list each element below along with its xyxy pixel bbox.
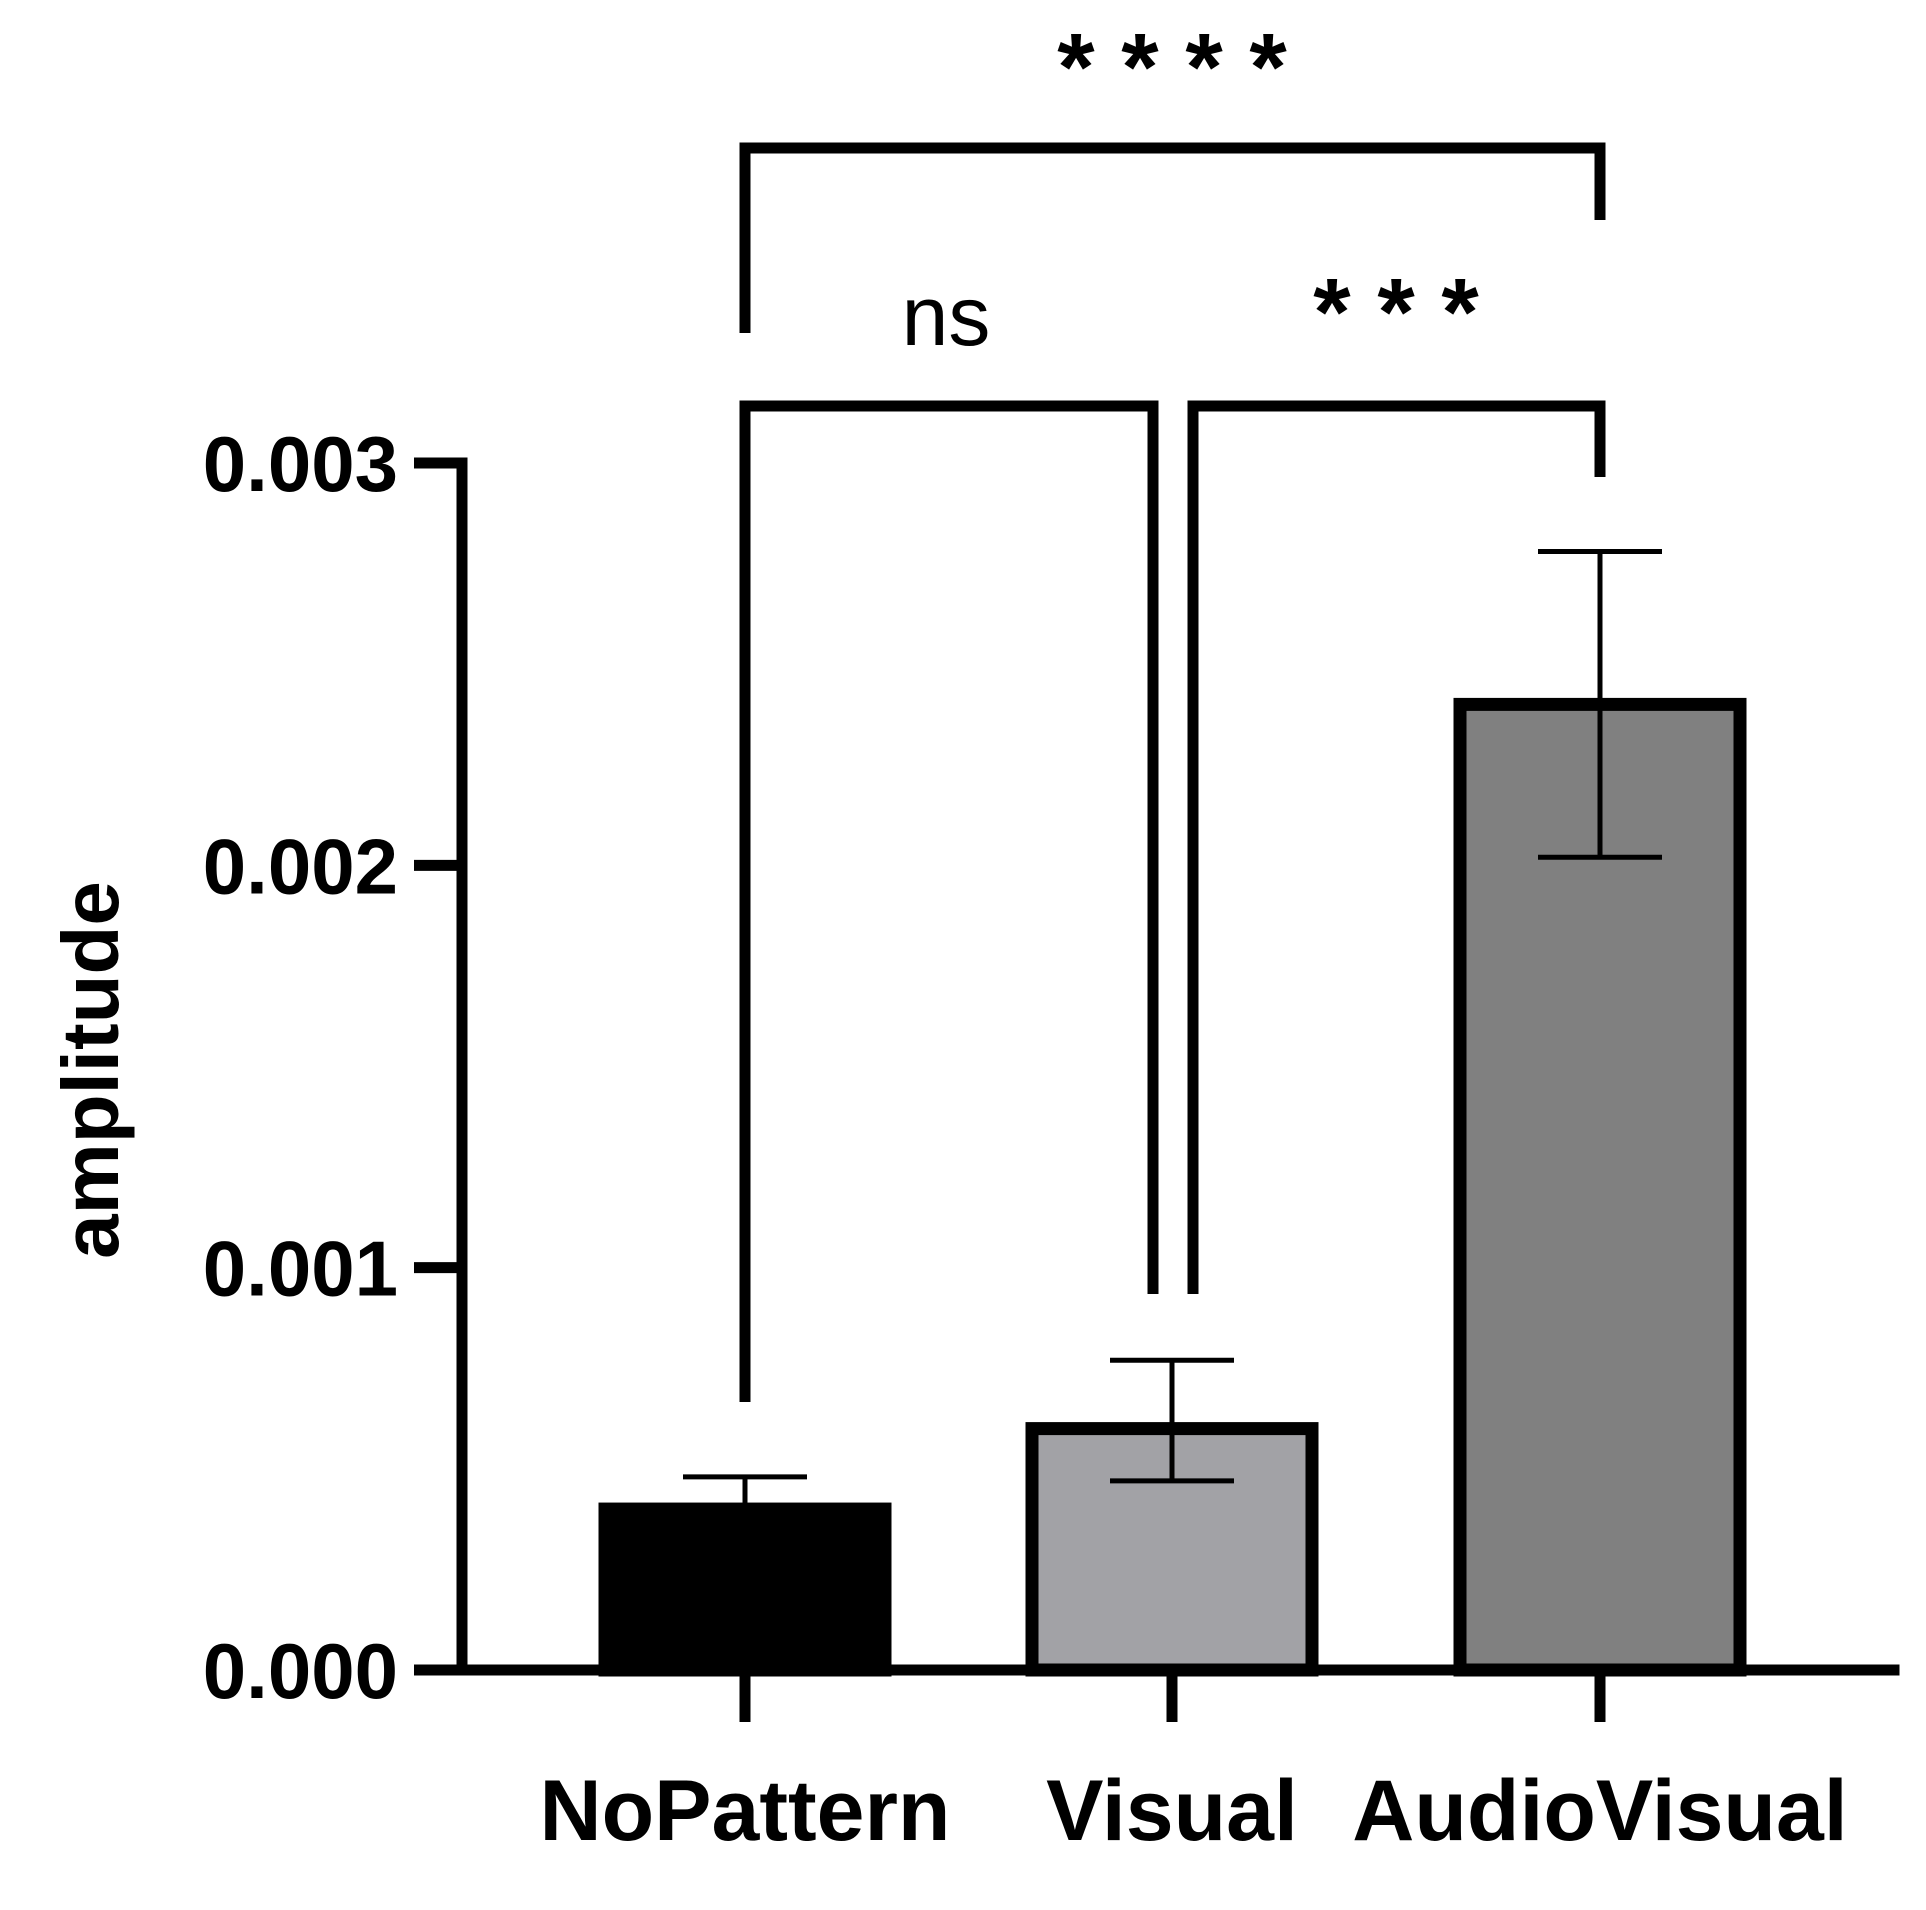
bracket-line: [739, 400, 1159, 1402]
y-tick-label: 0.001: [203, 1225, 398, 1313]
y-tick-label: 0.000: [203, 1627, 398, 1715]
bracket-line: [1187, 400, 1606, 1294]
error-bar-audiovisual: [1538, 549, 1662, 860]
y-ticks-layer: 0.000 0.001 0.002 0.003: [203, 420, 462, 1715]
significance-label: ns: [902, 269, 991, 363]
x-category-label: Visual: [1046, 1763, 1298, 1859]
x-ticks-layer: NoPattern Visual AudioVisual: [540, 1670, 1848, 1859]
significance-bracket-stars-2: * * * *: [739, 14, 1606, 333]
bars-layer: [598, 697, 1747, 1677]
significance-label: * * *: [1313, 259, 1479, 366]
x-category-label: NoPattern: [540, 1763, 951, 1859]
y-tick-label: 0.002: [203, 822, 398, 910]
error-bars-layer: [683, 549, 1662, 1510]
significance-layer: ns * * * * * * *: [739, 14, 1606, 1402]
significance-bracket-stars-1: * * *: [1187, 259, 1606, 1294]
y-axis-label: amplitude: [46, 881, 135, 1259]
x-category-label: AudioVisual: [1352, 1763, 1847, 1859]
bracket-line: [739, 142, 1606, 333]
error-bar-nopattern: [683, 1474, 807, 1510]
significance-bracket-ns: ns: [739, 269, 1159, 1402]
significance-label: * * * *: [1057, 14, 1287, 121]
bar-nopattern: [598, 1502, 892, 1677]
y-tick-label: 0.003: [203, 420, 398, 508]
bar-audiovisual: [1453, 697, 1747, 1677]
error-bar-visual: [1110, 1357, 1234, 1484]
axes-layer: [456, 457, 1900, 1676]
